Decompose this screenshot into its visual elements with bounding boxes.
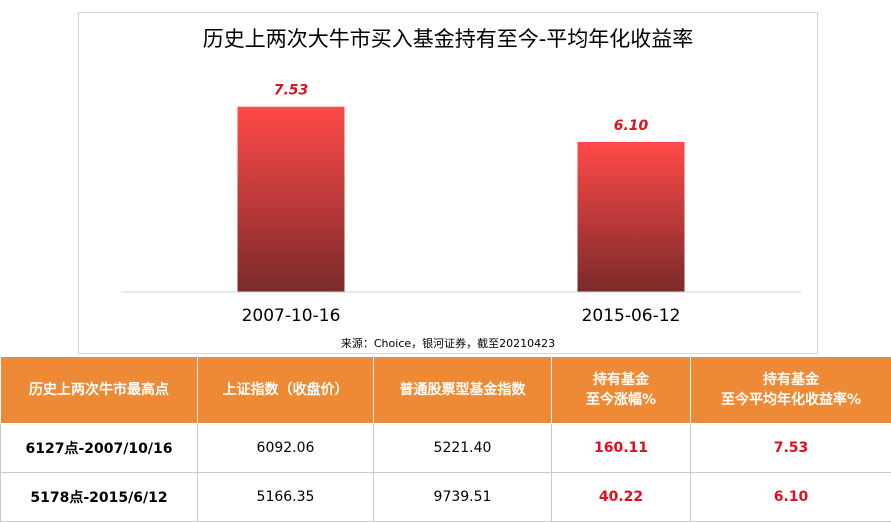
- x-tick-label: 2007-10-16: [242, 306, 341, 326]
- header-stock-fund-index: 普通股票型基金指数: [373, 356, 552, 424]
- table-row: 5178点-2015/6/12 5166.35 9739.51 40.22 6.…: [0, 472, 891, 522]
- x-tick-label: 2015-06-12: [582, 306, 681, 326]
- bar-chart: 历史上两次大牛市买入基金持有至今-平均年化收益率 7.53 2007-10-16 6…: [121, 27, 801, 326]
- fund-index-cell: 5221.40: [373, 423, 552, 473]
- header-annualized-return: 持有基金 至今平均年化收益率%: [690, 356, 891, 424]
- annualized-cell: 7.53: [690, 423, 891, 473]
- data-table: 历史上两次牛市最高点 上证指数（收盘价） 普通股票型基金指数 持有基金 至今涨幅…: [0, 356, 891, 522]
- header-bull-market-peak: 历史上两次牛市最高点: [0, 356, 198, 424]
- peak-cell: 5178点-2015/6/12: [0, 472, 198, 522]
- gain-cell: 160.11: [551, 423, 691, 473]
- gain-cell: 40.22: [551, 472, 691, 522]
- shanghai-index-cell: 6092.06: [197, 423, 374, 473]
- peak-cell: 6127点-2007/10/16: [0, 423, 198, 473]
- header-fund-gain: 持有基金 至今涨幅%: [551, 356, 691, 424]
- header-shanghai-index: 上证指数（收盘价）: [197, 356, 374, 424]
- chart-panel: 历史上两次大牛市买入基金持有至今-平均年化收益率 7.53 2007-10-16 6…: [78, 12, 818, 354]
- table-row: 6127点-2007/10/16 6092.06 5221.40 160.11 …: [0, 423, 891, 473]
- bar: [577, 141, 685, 292]
- bar: [237, 106, 345, 292]
- table-header-row: 历史上两次牛市最高点 上证指数（收盘价） 普通股票型基金指数 持有基金 至今涨幅…: [0, 356, 891, 424]
- data-label: 7.53: [274, 83, 309, 99]
- data-label: 6.10: [614, 118, 649, 134]
- annualized-cell: 6.10: [690, 472, 891, 522]
- source-note: 来源：Choice，银河证券，截至20210423: [340, 337, 556, 350]
- chart-title: 历史上两次大牛市买入基金持有至今-平均年化收益率: [203, 27, 694, 51]
- fund-index-cell: 9739.51: [373, 472, 552, 522]
- shanghai-index-cell: 5166.35: [197, 472, 374, 522]
